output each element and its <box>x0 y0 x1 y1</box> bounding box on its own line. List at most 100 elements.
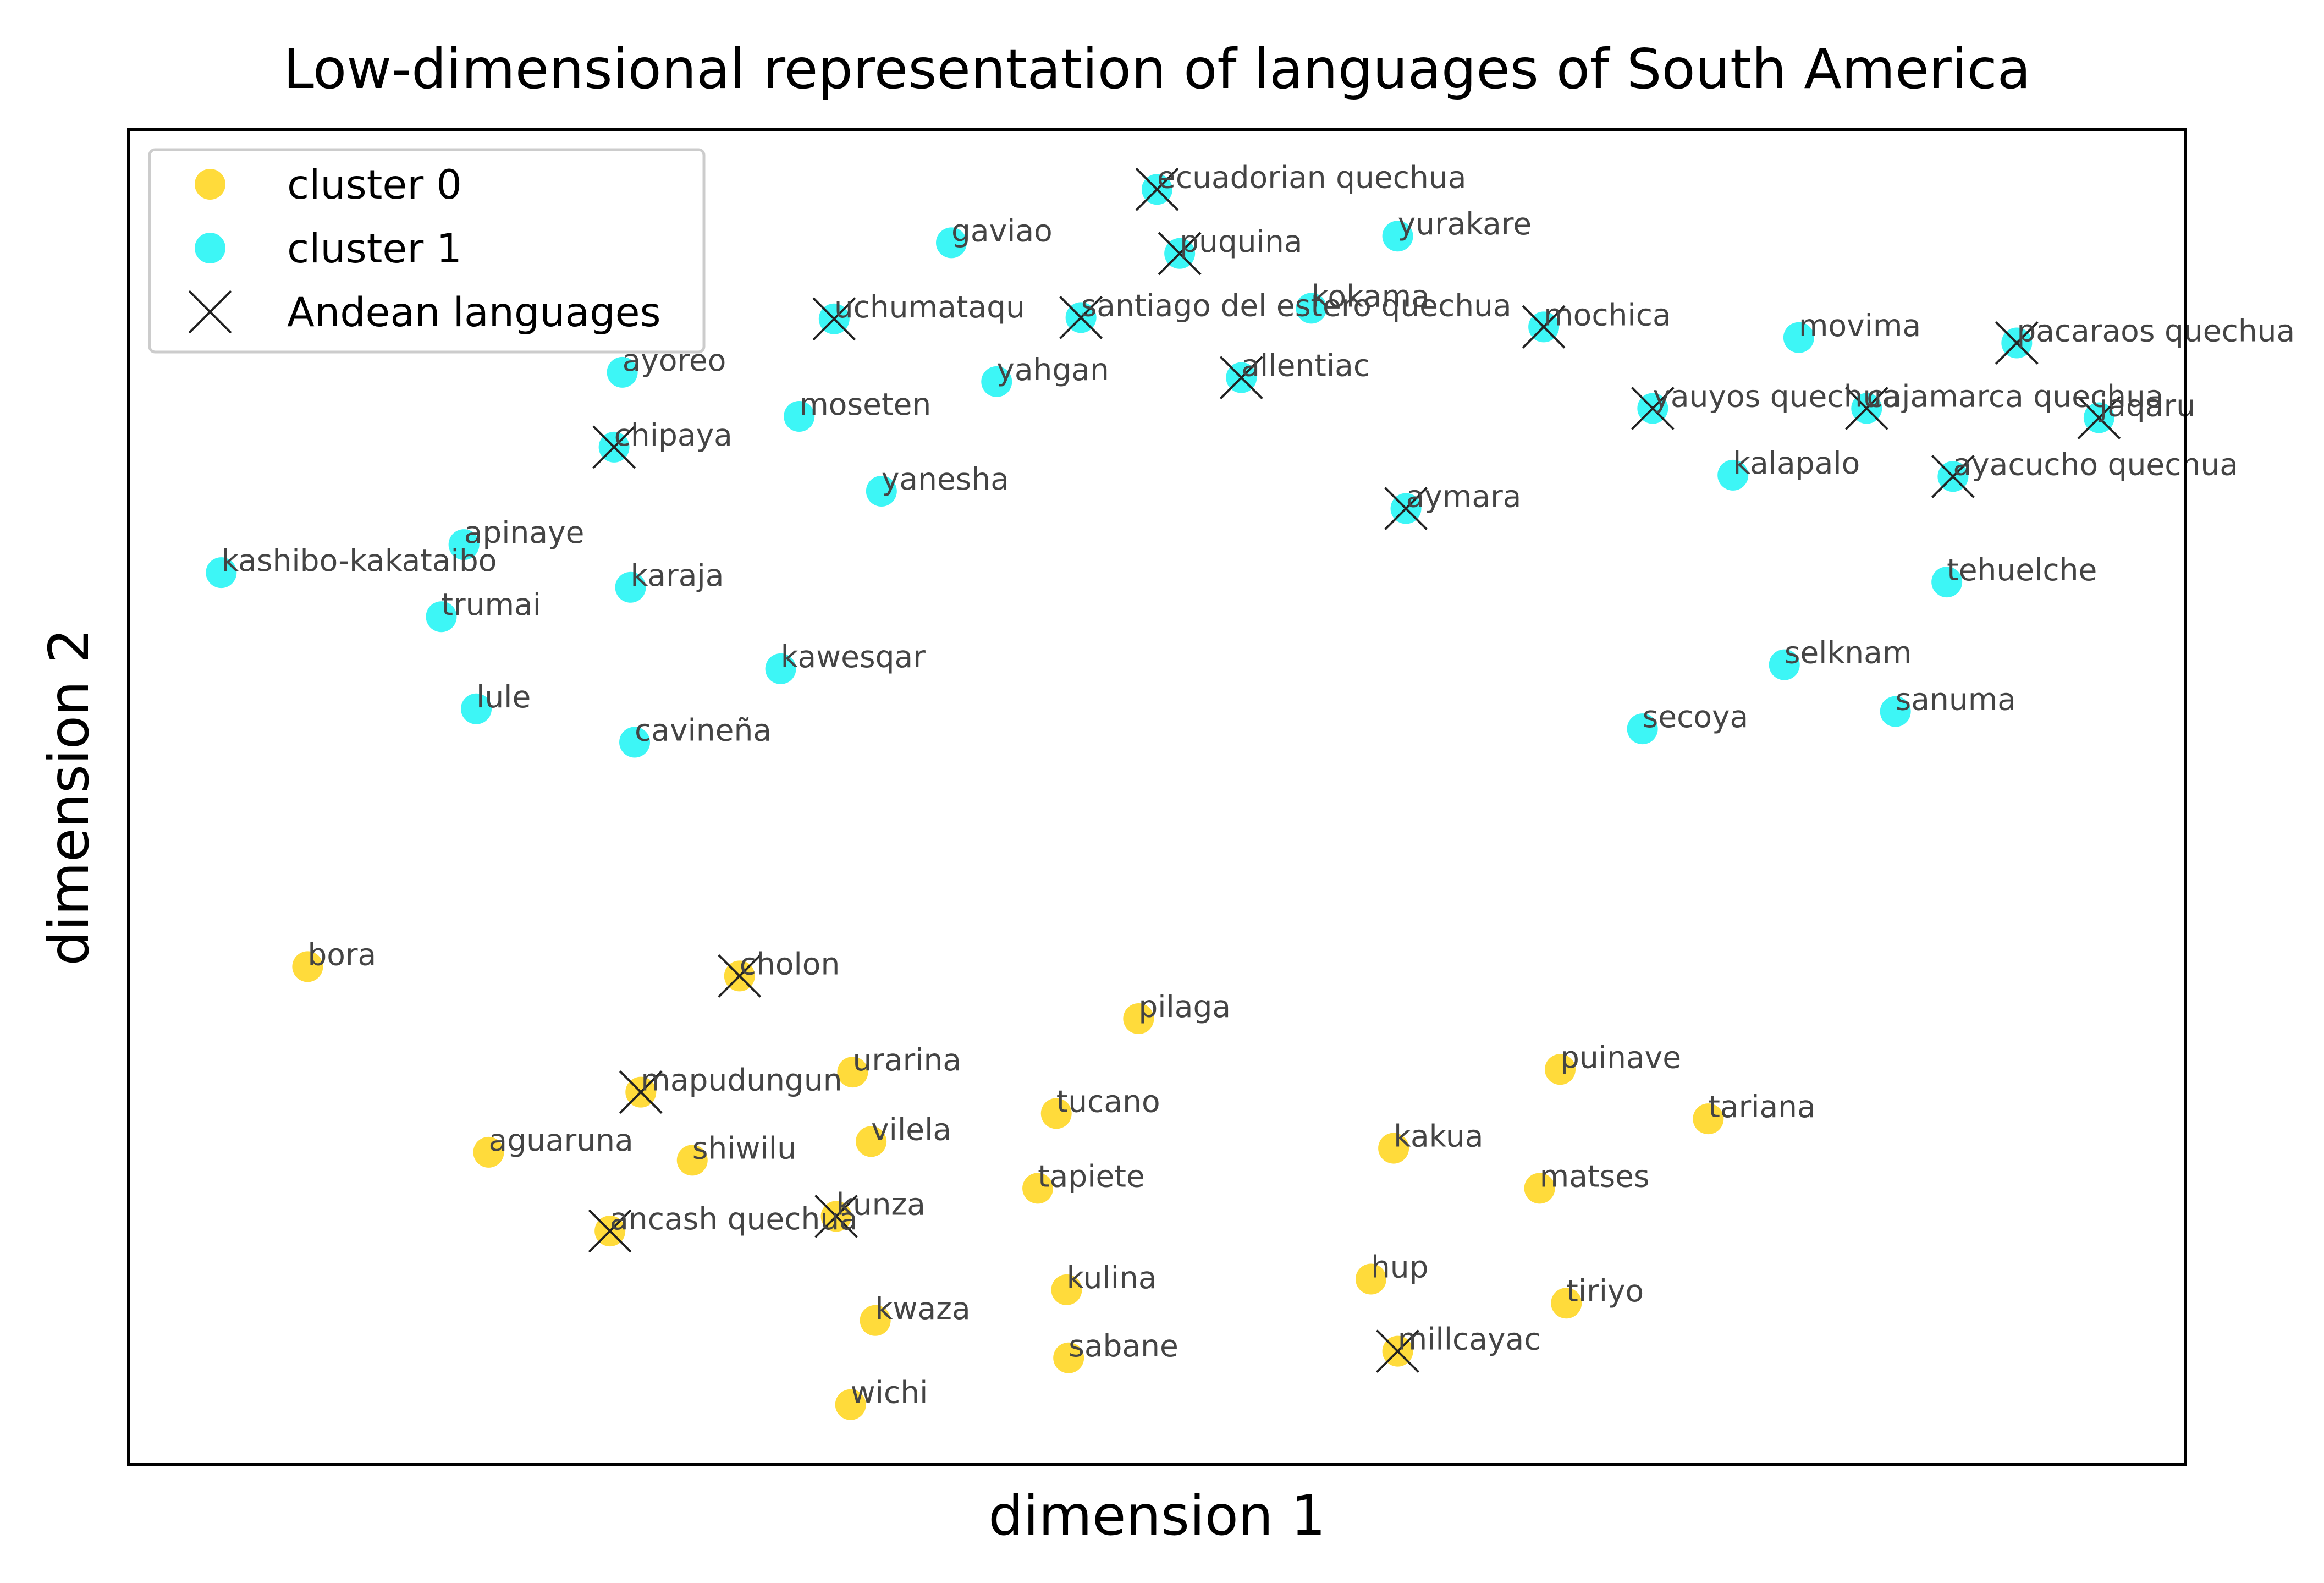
point-label-moseten: moseten <box>799 387 931 422</box>
point-moseten <box>784 401 815 432</box>
point-label-aymara: aymara <box>1406 479 1522 514</box>
point-puinave <box>1545 1054 1576 1085</box>
andean-marker-stroke <box>1376 1329 1419 1373</box>
point-label-cajamarca-quechua: cajamarca quechua <box>1866 378 2163 414</box>
andean-marker-mapudungun <box>619 1070 663 1114</box>
andean-marker-stroke <box>1384 487 1428 530</box>
andean-marker-ayacucho-quechua <box>1931 454 1975 498</box>
point-urarina <box>837 1057 868 1088</box>
point-kulina <box>1051 1274 1082 1305</box>
andean-marker-mochica <box>1522 305 1566 349</box>
andean-marker-stroke <box>1158 232 1202 276</box>
x-axis-label: dimension 1 <box>988 1483 1325 1548</box>
legend-marker-cluster-1 <box>195 233 225 263</box>
point-kokama <box>1296 293 1327 324</box>
andean-marker-stroke <box>588 1209 632 1253</box>
andean-marker-stroke <box>1995 321 2039 365</box>
point-bora <box>292 951 323 982</box>
andean-marker-pacaraos-quechua <box>1995 321 2039 365</box>
point-tehuelche <box>1931 567 1963 598</box>
point-label-tucano: tucano <box>1056 1084 1160 1119</box>
andean-marker-stroke <box>1135 167 1179 211</box>
point-kakua <box>1378 1133 1409 1164</box>
point-label-kulina: kulina <box>1066 1260 1157 1295</box>
point-label-yauyos-quechua: yauyos quechua <box>1653 378 1901 414</box>
point-label-aguaruna: aguaruna <box>489 1123 634 1158</box>
point-label-selknam: selknam <box>1785 635 1912 670</box>
point-label-chipaya: chipaya <box>614 417 733 453</box>
legend-item-cluster-1: cluster 1 <box>195 226 462 272</box>
point-label-kunza: kunza <box>836 1186 926 1222</box>
andean-marker-stroke <box>814 1194 858 1238</box>
point-label-pilaga: pilaga <box>1138 989 1231 1024</box>
andean-marker-ecuadorian-quechua <box>1135 167 1179 211</box>
legend-item-andean-languages: Andean languages <box>188 289 661 336</box>
point-label-tehuelche: tehuelche <box>1947 552 2097 587</box>
point-tucano <box>1040 1098 1072 1129</box>
point-yurakare <box>1382 221 1413 252</box>
point-tapiete <box>1022 1173 1054 1204</box>
andean-marker-chipaya <box>592 425 636 469</box>
point-lule <box>461 693 492 724</box>
point-label-cavine-a: cavineña <box>635 712 772 747</box>
point-matses <box>1524 1173 1555 1204</box>
andean-marker-santiago-del-estero-quechua <box>1059 295 1103 339</box>
point-label-puquina: puquina <box>1180 224 1302 259</box>
point-label-tiriyo: tiriyo <box>1566 1273 1644 1309</box>
andean-marker-stroke <box>2077 396 2121 439</box>
andean-marker-aymara <box>1384 487 1428 530</box>
point-label-matses: matses <box>1540 1158 1650 1194</box>
point-label-cholon: cholon <box>740 946 840 981</box>
point-yanesha <box>866 475 897 507</box>
y-axis-label: dimension 2 <box>37 628 101 965</box>
point-label-ayacucho-quechua: ayacucho quechua <box>1953 447 2238 482</box>
point-label-trumai: trumai <box>441 587 541 622</box>
legend-label-andean-languages: Andean languages <box>287 289 661 336</box>
point-sanuma <box>1880 696 1911 727</box>
andean-marker-stroke <box>1844 387 1888 430</box>
point-kashibo-kakataibo <box>206 557 237 589</box>
chart-title: Low-dimensional representation of langua… <box>283 37 2031 101</box>
legend-label-cluster-0: cluster 0 <box>287 162 462 208</box>
legend-x-marker-stroke <box>188 290 232 334</box>
andean-marker-stroke <box>1059 295 1103 339</box>
plot-frame <box>127 128 2187 1466</box>
andean-marker-stroke <box>718 954 762 998</box>
point-shiwilu <box>676 1145 708 1176</box>
point-kalapalo <box>1717 459 1749 491</box>
point-label-santiago-del-estero-quechua: santiago del estero quechua <box>1081 288 1512 323</box>
point-label-puinave: puinave <box>1560 1040 1681 1075</box>
point-label-bora: bora <box>307 937 376 972</box>
point-vilela <box>856 1126 887 1157</box>
point-label-allentiac: allentiac <box>1241 348 1370 383</box>
point-label-lule: lule <box>476 679 531 714</box>
point-label-apinaye: apinaye <box>464 515 585 550</box>
point-label-hup: hup <box>1371 1250 1429 1285</box>
point-label-kakua: kakua <box>1394 1119 1483 1154</box>
labels-layer: ecuadorian quechua gaviao puquina yurakare u… <box>221 160 2295 1410</box>
andean-marker-stroke <box>1931 454 1975 498</box>
legend-marker-andean-languages <box>188 290 232 334</box>
legend-box <box>148 148 706 354</box>
point-pilaga <box>1123 1003 1154 1035</box>
point-label-mapudungun: mapudungun <box>641 1063 842 1098</box>
andean-marker-stroke <box>592 425 636 469</box>
point-trumai <box>426 601 457 633</box>
andean-marker-jaqaru <box>2077 396 2121 439</box>
legend-marker-cluster-0 <box>195 169 225 200</box>
point-label-millcayac: millcayac <box>1398 1322 1541 1357</box>
legend: cluster 0 cluster 1 Andean languages <box>148 148 706 354</box>
andean-marker-puquina <box>1158 232 1202 276</box>
legend-label-cluster-1: cluster 1 <box>287 226 462 272</box>
point-ayoreo <box>607 356 638 388</box>
point-label-uchumataqu: uchumataqu <box>834 289 1025 325</box>
point-kwaza <box>860 1305 891 1336</box>
andean-marker-cholon <box>718 954 762 998</box>
andean-marker-stroke <box>619 1070 663 1114</box>
point-label-kawesqar: kawesqar <box>781 639 926 674</box>
points-layer <box>206 167 2121 1420</box>
point-label-karaja: karaja <box>631 558 724 593</box>
point-label-wichi: wichi <box>851 1375 928 1410</box>
point-label-yurakare: yurakare <box>1398 206 1532 241</box>
andean-marker-stroke <box>1522 305 1566 349</box>
